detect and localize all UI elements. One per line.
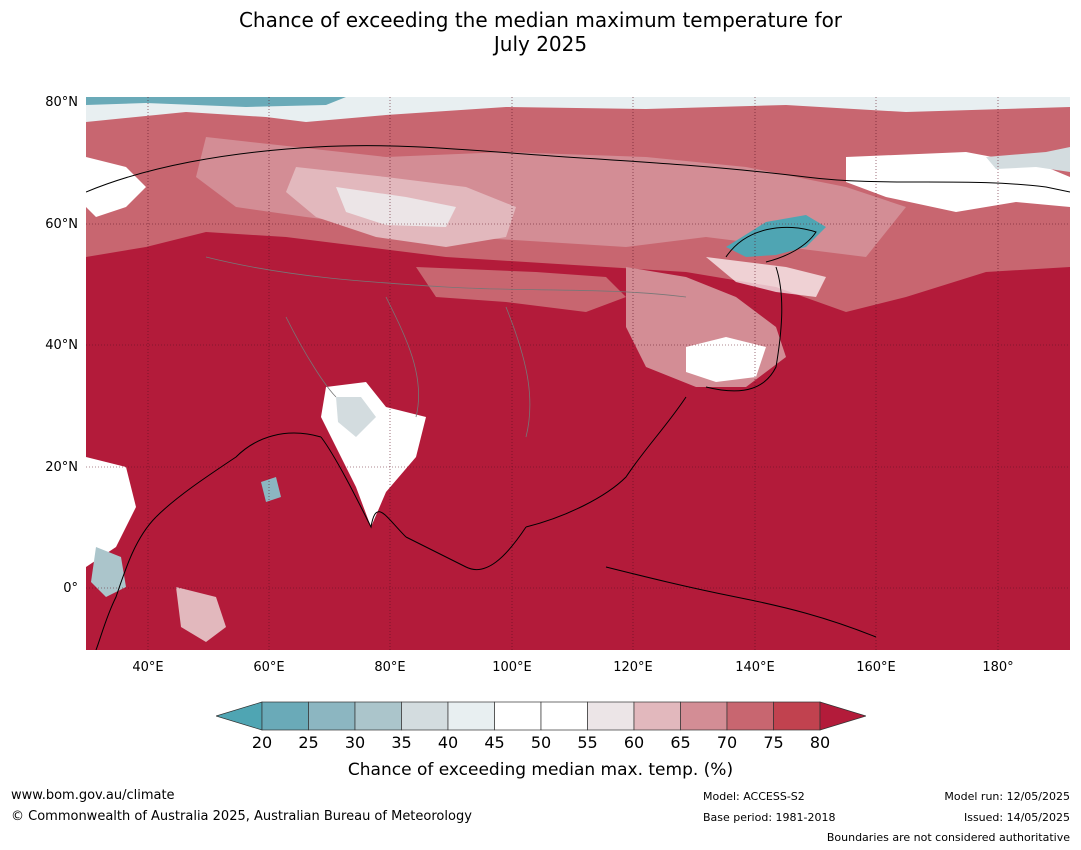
contour-55-west-siberia: [336, 187, 456, 227]
contour-arabia-white: [86, 457, 136, 567]
colorbar-svg: [214, 701, 868, 731]
footer-url[interactable]: www.bom.gov.au/climate: [11, 788, 175, 803]
colorbar-bin-50-55: [540, 701, 588, 731]
colorbar-bin-20-25: [261, 701, 309, 731]
lon-label-80e: 80°E: [374, 660, 406, 675]
footer-disclaimer: Boundaries are not considered authoritat…: [826, 831, 1070, 844]
lon-label-160e: 160°E: [856, 660, 896, 675]
colorbar-tick-label: 70: [716, 733, 738, 752]
colorbar-bin-70-75: [726, 701, 774, 731]
lat-label-80n: 80°N: [45, 95, 78, 110]
footer-base-period: Base period: 1981-2018: [703, 811, 836, 824]
colorbar: [214, 700, 868, 732]
colorbar-bin-45-50: [494, 701, 542, 731]
contour-east-africa-cool: [91, 547, 126, 597]
colorbar-tick-label: 35: [391, 733, 412, 752]
contour-65-band-north: [196, 137, 906, 257]
footer-model: Model: ACCESS-S2: [703, 790, 805, 803]
lon-label-120e: 120°E: [613, 660, 653, 675]
lon-label-180: 180°: [982, 660, 1014, 675]
colorbar-tick-label: 55: [577, 733, 598, 752]
lat-label-0: 0°: [63, 581, 78, 596]
colorbar-tick-label: 30: [344, 733, 366, 752]
contour-arabian-sea-cool: [261, 477, 281, 502]
colorbar-extend-low: [214, 701, 263, 731]
colorbar-bin-65-70: [680, 701, 728, 731]
country-boundaries: [205, 256, 687, 438]
colorbar-tick-label: 75: [763, 733, 784, 752]
colorbar-tick-label: 25: [298, 733, 319, 752]
chart-title: Chance of exceeding the median maximum t…: [0, 8, 1081, 56]
contour-horn-africa: [176, 587, 226, 642]
colorbar-tick-label: 50: [530, 733, 552, 752]
colorbar-tick-label: 45: [484, 733, 505, 752]
contour-arctic-coast: [86, 97, 1070, 122]
colorbar-tick-label: 20: [251, 733, 273, 752]
lat-label-60n: 60°N: [45, 217, 78, 232]
contour-india-40: [336, 397, 376, 437]
footer-copyright: © Commonwealth of Australia 2025, Austra…: [11, 809, 472, 824]
lat-label-40n: 40°N: [45, 338, 78, 353]
colorbar-bin-75-80: [773, 701, 821, 731]
colorbar-bin-30-35: [354, 701, 402, 731]
contour-below-40-arctic: [86, 97, 346, 107]
lon-label-140e: 140°E: [735, 660, 775, 675]
lon-label-40e: 40°E: [132, 660, 164, 675]
lon-label-60e: 60°E: [253, 660, 285, 675]
contour-white-scandinavia: [86, 157, 146, 217]
contour-white-korea-japan: [686, 337, 766, 382]
coastlines: [86, 145, 1070, 650]
footer-model-run: Model run: 12/05/2025: [944, 790, 1070, 803]
colorbar-bin-40-45: [447, 701, 495, 731]
colorbar-bin-35-40: [401, 701, 449, 731]
lat-label-20n: 20°N: [45, 460, 78, 475]
probability-map: [86, 97, 1070, 650]
contour-50-okhotsk-ring: [706, 257, 826, 297]
colorbar-bin-25-30: [308, 701, 356, 731]
colorbar-tick-label: 60: [623, 733, 645, 752]
title-line-2: July 2025: [493, 32, 588, 56]
contour-35-east-siberia: [986, 147, 1070, 172]
colorbar-extend-high: [819, 701, 868, 731]
graticule: [86, 97, 1070, 650]
colorbar-tick-label: 65: [670, 733, 691, 752]
colorbar-bin-60-65: [633, 701, 681, 731]
title-line-1: Chance of exceeding the median maximum t…: [238, 8, 843, 32]
colorbar-title: Chance of exceeding median max. temp. (%…: [347, 760, 734, 780]
colorbar-bin-55-60: [587, 701, 635, 731]
colorbar-tick-label: 40: [437, 733, 459, 752]
colorbar-tick-label: 80: [809, 733, 831, 752]
footer-issued: Issued: 14/05/2025: [963, 811, 1070, 824]
map-canvas: [86, 97, 1070, 650]
lon-label-100e: 100°E: [492, 660, 532, 675]
